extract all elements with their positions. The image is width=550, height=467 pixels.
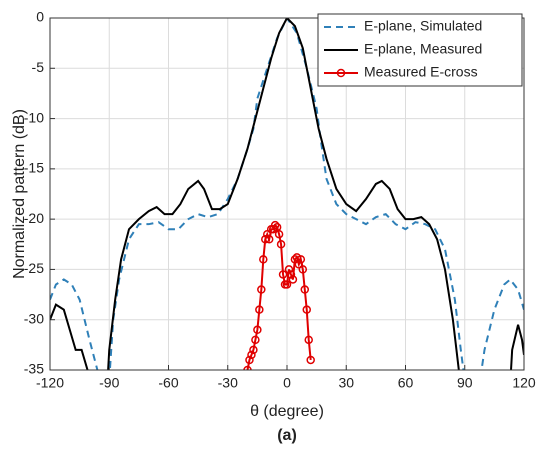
legend-label: Measured E-cross bbox=[364, 64, 478, 80]
plot-series bbox=[50, 18, 524, 370]
marker bbox=[284, 265, 294, 274]
marker bbox=[245, 355, 254, 365]
y-tick-label: -35 bbox=[24, 361, 44, 377]
marker bbox=[300, 285, 310, 294]
x-tick-label: 120 bbox=[512, 375, 536, 391]
y-tick-label: -25 bbox=[24, 260, 44, 276]
x-tick-label: 90 bbox=[457, 375, 473, 391]
x-axis-label: θ (degree) bbox=[250, 403, 324, 420]
marker bbox=[243, 365, 252, 370]
marker bbox=[249, 345, 258, 355]
plot-frame bbox=[49, 17, 525, 371]
marker bbox=[257, 285, 266, 294]
x-tick-label: 60 bbox=[398, 375, 414, 391]
marker bbox=[302, 305, 311, 314]
marker bbox=[261, 235, 270, 244]
marker bbox=[306, 355, 315, 365]
marker bbox=[286, 270, 296, 279]
x-tick-label: -60 bbox=[158, 375, 178, 391]
marker bbox=[270, 220, 280, 230]
marker bbox=[259, 255, 268, 264]
marker bbox=[276, 240, 286, 249]
x-tick-label: 0 bbox=[283, 375, 291, 391]
y-axis-label: Normalized pattern (dB) bbox=[11, 109, 28, 279]
series-line bbox=[50, 18, 524, 370]
marker bbox=[274, 229, 284, 239]
y-tick-label: -10 bbox=[24, 109, 44, 125]
marker bbox=[298, 265, 308, 274]
y-tick-label: 0 bbox=[36, 9, 44, 25]
legend-marker bbox=[336, 68, 346, 78]
marker bbox=[304, 335, 313, 345]
marker bbox=[253, 325, 262, 335]
marker bbox=[288, 275, 298, 284]
marker bbox=[264, 235, 274, 244]
marker bbox=[251, 335, 260, 345]
marker bbox=[255, 305, 264, 314]
x-tick-label: 30 bbox=[338, 375, 354, 391]
x-tick-label: -120 bbox=[36, 375, 64, 391]
marker bbox=[282, 280, 292, 289]
y-tick-label: -30 bbox=[24, 310, 44, 326]
x-tick-label: -30 bbox=[218, 375, 238, 391]
y-tick-label: -20 bbox=[24, 210, 44, 226]
y-tick-label: -5 bbox=[32, 59, 45, 75]
legend-label: E-plane, Simulated bbox=[364, 18, 482, 34]
legend-label: E-plane, Measured bbox=[364, 41, 482, 57]
marker bbox=[247, 350, 256, 360]
marker bbox=[278, 270, 288, 279]
x-tick-label: -90 bbox=[99, 375, 119, 391]
caption: (a) bbox=[277, 427, 297, 444]
marker bbox=[296, 255, 306, 264]
y-tick-label: -15 bbox=[24, 160, 44, 176]
